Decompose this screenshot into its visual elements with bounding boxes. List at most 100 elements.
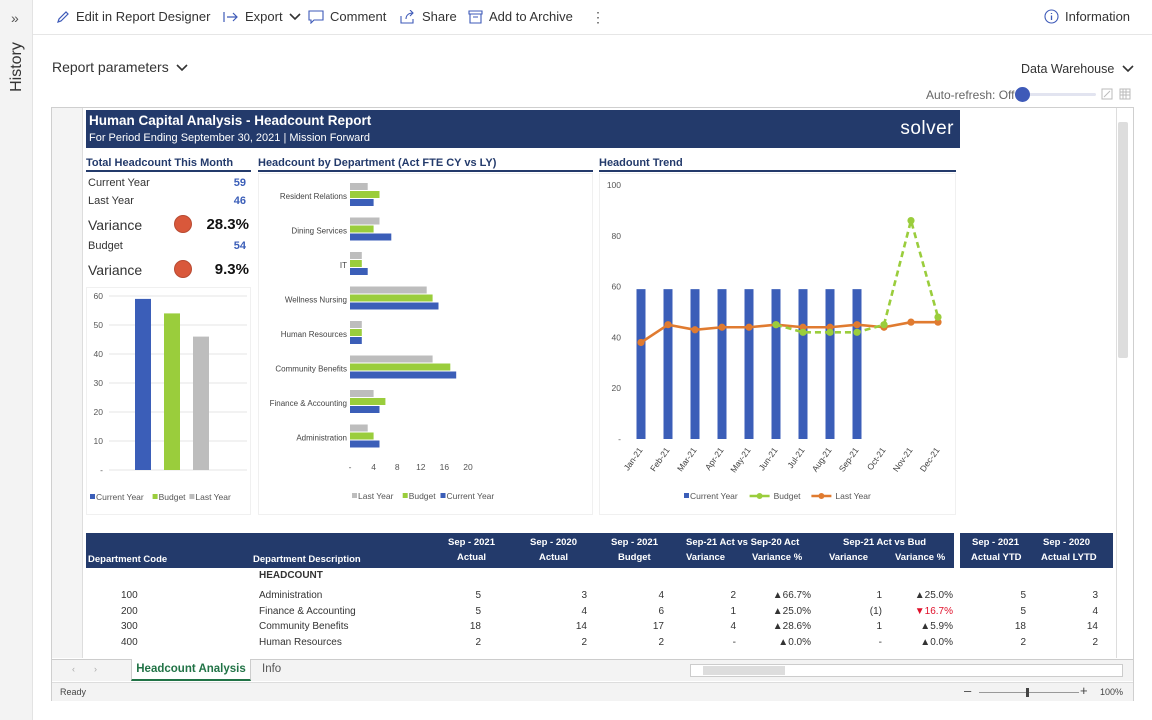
x-tick-label: Dec-21 [918, 445, 942, 473]
header-col3-top: Sep - 2021 [611, 537, 658, 548]
cell-act: 5 [475, 605, 481, 617]
legend-label: Budget [159, 492, 187, 502]
category-label: Administration [296, 434, 347, 443]
auto-refresh-toggle[interactable] [1015, 87, 1030, 102]
bar-budget [350, 260, 362, 267]
cell-act: 2 [475, 637, 481, 649]
y-tick-label: 10 [94, 436, 104, 446]
cell-lytd: 14 [1086, 621, 1098, 633]
tab-info[interactable]: Info [262, 663, 282, 675]
vertical-scrollbar-thumb[interactable] [1118, 122, 1128, 358]
export-button[interactable]: Export [223, 9, 301, 24]
comment-button[interactable]: Comment [308, 9, 386, 24]
bar-current-year [350, 233, 392, 241]
x-tick-label: Feb-21 [648, 445, 672, 473]
legend-swatch [440, 493, 446, 498]
legend-swatch [402, 493, 408, 498]
legend-label: Budget [774, 491, 802, 501]
information-button[interactable]: Information [1044, 9, 1130, 24]
kpi-bar-chart-svg: - 10 20 30 40 50 60 Current Year Budget Last Year [90, 291, 247, 502]
kpi-budget-label: Budget [88, 240, 123, 252]
y-tick-label: 30 [94, 378, 104, 388]
legend-swatch [152, 494, 158, 499]
zoom-slider[interactable] [979, 692, 1079, 693]
legend-label: Last Year [358, 491, 394, 501]
status-bar: Ready – + 100% [52, 682, 1133, 701]
header-lytd-top: Sep - 2020 [1043, 537, 1090, 548]
dept-bar-chart-svg: Resident Relations Dining Services IT Welln… [270, 183, 494, 501]
legend-label: Last Year [835, 491, 871, 501]
data-source-dropdown[interactable]: Data Warehouse [1021, 62, 1134, 76]
bar-last-year [350, 217, 380, 225]
more-options-icon[interactable]: ⋮ [591, 9, 605, 25]
cell-bud: 17 [652, 621, 664, 633]
y-tick-label: 20 [94, 407, 104, 417]
add-to-archive-button[interactable]: Add to Archive [468, 9, 573, 24]
status-dot-icon [174, 215, 192, 233]
edit-in-designer-button[interactable]: Edit in Report Designer [56, 9, 210, 24]
cell-ytd: 5 [1020, 605, 1026, 617]
tab-scroll-left-icon[interactable]: ‹ [72, 664, 75, 674]
report-parameters-label: Report parameters [52, 59, 169, 75]
cell-ytd: 5 [1020, 590, 1026, 601]
sheet-tabs-bar: ‹ › [52, 659, 1133, 681]
share-button[interactable]: Share [400, 9, 457, 24]
tab-headcount-analysis[interactable]: Headcount Analysis [131, 659, 251, 681]
auto-refresh-slider-track[interactable] [1018, 93, 1096, 96]
cell-v2: 1 [876, 590, 882, 601]
zoom-slider-thumb[interactable] [1026, 688, 1029, 697]
bar-budget [350, 329, 362, 336]
kpi-current-year-value: 59 [233, 177, 246, 189]
report-parameters-toggle[interactable]: Report parameters [52, 59, 188, 75]
report-header: Human Capital Analysis - Headcount Repor… [86, 110, 960, 148]
grid-section-headcount: HEADCOUNT [259, 570, 323, 581]
x-tick-label: 4 [371, 462, 376, 472]
status-ready: Ready [60, 687, 87, 697]
bar-current-year [717, 289, 727, 439]
category-label: Human Resources [281, 330, 347, 339]
point-last-year [691, 326, 699, 334]
cell-v2: 1 [876, 621, 882, 633]
zoom-out-button[interactable]: – [964, 683, 972, 698]
cell-desc: Human Resources [259, 637, 342, 649]
header-ytd-bot: Actual YTD [971, 552, 1022, 563]
header-lytd-bot: Actual LYTD [1041, 552, 1097, 563]
y-tick-label: - [100, 465, 103, 475]
legend-label: Budget [409, 491, 437, 501]
bar-budget [350, 398, 386, 405]
legend-swatch [90, 494, 95, 499]
bar-current-year [663, 289, 673, 439]
horizontal-scrollbar-thumb[interactable] [703, 666, 785, 675]
expand-chevron-icon[interactable]: » [11, 10, 19, 26]
horizontal-scrollbar[interactable] [690, 664, 1123, 677]
grid-view-icon[interactable] [1119, 88, 1131, 100]
header-grp1: Sep-21 Act vs Sep-20 Act [686, 537, 800, 548]
cell-v2p: ▲0.0% [920, 637, 953, 649]
export-icon [223, 11, 238, 22]
toolbar: Edit in Report Designer Export Comment S… [33, 0, 1152, 35]
cell-bud: 4 [658, 590, 664, 601]
header-grp1-a: Variance [686, 552, 726, 563]
expand-icon[interactable] [1101, 88, 1113, 100]
x-tick-label: - [349, 462, 352, 472]
history-label[interactable]: History [8, 42, 25, 92]
chevron-down-icon [289, 12, 301, 20]
cell-v1: 1 [730, 605, 736, 617]
header-grp1-b: Variance % [752, 552, 803, 563]
tab-scroll-right-icon[interactable]: › [94, 664, 97, 674]
bar-current-year [350, 268, 368, 275]
cell-code: 200 [121, 605, 138, 617]
dept-bar-chart: Resident Relations Dining Services IT Welln… [258, 173, 593, 515]
category-label: Community Benefits [275, 365, 347, 374]
x-tick-label: Jun-21 [757, 445, 780, 472]
cell-v2: (1) [869, 605, 882, 617]
comment-icon [308, 9, 324, 24]
legend-swatch [352, 493, 357, 498]
x-tick-label: May-21 [728, 445, 753, 474]
cell-act: 5 [475, 590, 481, 601]
point-last-year [826, 323, 834, 331]
zoom-in-button[interactable]: + [1080, 683, 1088, 698]
cell-act: 18 [469, 621, 481, 633]
cell-code: 100 [121, 590, 138, 601]
point-last-year [664, 321, 672, 329]
